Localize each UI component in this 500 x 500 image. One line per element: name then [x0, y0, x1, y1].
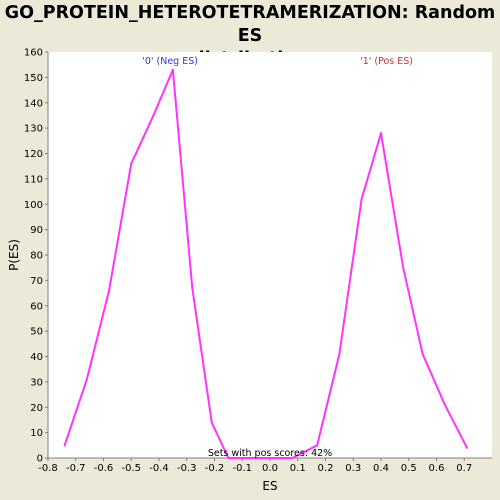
data-point — [360, 198, 363, 201]
x-tick-label: -0.6 — [94, 463, 114, 474]
axes: 0 10 20 30 40 50 60 70 80 90 100 110 120 130 140 150 160… — [24, 48, 492, 474]
y-tick-label: 100 — [24, 200, 43, 211]
x-tick-label: 0.0 — [262, 463, 278, 474]
y-tick-label: 50 — [30, 327, 43, 338]
data-point — [246, 457, 249, 459]
x-tick-label: 0.5 — [401, 463, 417, 474]
data-point — [466, 446, 469, 449]
data-point — [269, 457, 271, 459]
data-point — [130, 162, 133, 165]
y-tick-label: 140 — [24, 98, 43, 109]
data-point — [443, 403, 446, 406]
x-tick-label: 0.2 — [318, 463, 334, 474]
y-tick-label: 70 — [30, 276, 43, 287]
annotation-layer: '0' (Neg ES) '1' (Pos ES) Sets with pos sc… — [142, 56, 413, 459]
y-tick-label: 0 — [37, 454, 43, 465]
data-point — [152, 114, 155, 117]
x-tick-label: -0.1 — [232, 463, 252, 474]
y-tick-label: 60 — [30, 301, 43, 312]
y-tick-label: 10 — [30, 428, 43, 439]
y-tick-label: 120 — [24, 149, 43, 160]
pos-es-label: '1' (Pos ES) — [360, 56, 413, 67]
x-tick-label: 0.1 — [290, 463, 306, 474]
x-tick-label: -0.4 — [149, 463, 169, 474]
data-point — [227, 457, 230, 459]
x-tick-label: -0.3 — [177, 463, 197, 474]
y-tick-label: 80 — [30, 251, 43, 262]
plot-area — [48, 52, 492, 458]
x-tick-label: -0.7 — [66, 463, 86, 474]
data-point — [210, 421, 213, 424]
series-line — [63, 68, 468, 459]
data-point — [380, 132, 382, 135]
data-point — [316, 444, 319, 447]
x-tick-label: -0.2 — [205, 463, 225, 474]
data-point — [171, 68, 174, 71]
x-tick-label: 0.6 — [429, 463, 445, 474]
data-point — [191, 286, 194, 289]
y-tick-label: 160 — [24, 48, 43, 59]
y-tick-label: 20 — [30, 403, 43, 414]
series-layer — [63, 68, 469, 459]
y-tick-label: 110 — [24, 174, 43, 185]
y-axis-title: P(ES) — [7, 239, 21, 271]
y-tick-label: 130 — [24, 124, 43, 135]
data-point — [291, 457, 294, 459]
data-point — [85, 378, 88, 381]
y-tick-label: 150 — [24, 73, 43, 84]
data-point — [402, 266, 405, 269]
y-tick-label: 90 — [30, 225, 43, 236]
data-point — [421, 352, 424, 355]
x-tick-label: 0.3 — [345, 463, 361, 474]
data-point — [63, 444, 66, 447]
y-tick-label: 30 — [30, 377, 43, 388]
data-point — [108, 289, 111, 292]
data-point — [338, 352, 341, 355]
x-tick-label: 0.4 — [373, 463, 389, 474]
pos-scores-note: Sets with pos scores: 42% — [208, 448, 332, 459]
y-tick-label: 40 — [30, 352, 43, 363]
x-tick-label: 0.7 — [456, 463, 472, 474]
neg-es-label: '0' (Neg ES) — [142, 56, 198, 67]
x-axis-title: ES — [262, 479, 277, 493]
x-tick-label: -0.5 — [121, 463, 141, 474]
x-tick-label: -0.8 — [38, 463, 58, 474]
